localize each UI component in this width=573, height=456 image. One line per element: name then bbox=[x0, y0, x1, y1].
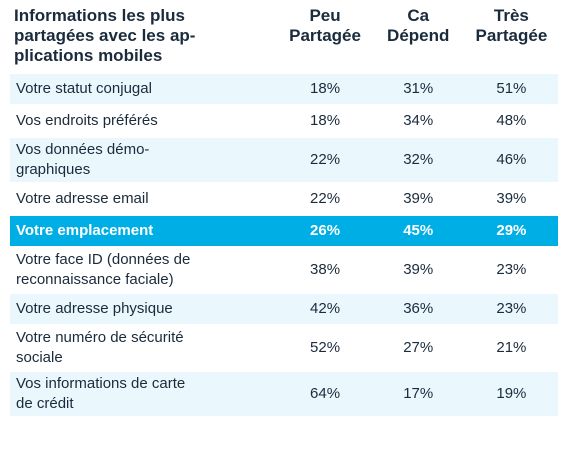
header-depend-line2: Dépend bbox=[387, 26, 450, 45]
table-body: Votre statut conjugal 18% 31% 51% Vos endroi… bbox=[10, 74, 558, 418]
cell-depend: 31% bbox=[371, 74, 465, 106]
header-tres-line2: Partagée bbox=[475, 26, 548, 45]
header-info-line2: partagées avec les ap- bbox=[14, 26, 196, 45]
table-row: Votre numéro de sécurité sociale 52% 27% 21% bbox=[10, 326, 558, 372]
row-label: Vos informations de carte de crédit bbox=[10, 372, 279, 418]
cell-depend: 34% bbox=[371, 106, 465, 138]
table-row: Vos données démo-graphiques 22% 32% 46% bbox=[10, 138, 558, 184]
row-label: Votre statut conjugal bbox=[10, 74, 279, 106]
header-info-line1: Informations les plus bbox=[14, 6, 185, 25]
cell-peu: 42% bbox=[278, 294, 372, 326]
row-label-line1: Vos informations de carte bbox=[16, 375, 186, 392]
table-row: Vos informations de carte de crédit 64% 17%… bbox=[10, 372, 558, 418]
header-peu: Peu Partagée bbox=[278, 6, 371, 74]
table-row: Votre adresse email 22% 39% 39% bbox=[10, 184, 558, 216]
row-label-line2: graphiques bbox=[16, 161, 91, 178]
cell-depend: 32% bbox=[371, 138, 465, 184]
header-info-line3: plications mobiles bbox=[14, 46, 163, 65]
row-label: Vos données démo-graphiques bbox=[10, 138, 279, 184]
cell-peu: 64% bbox=[278, 372, 372, 418]
cell-peu: 22% bbox=[278, 184, 372, 216]
cell-tres: 48% bbox=[464, 106, 558, 138]
table-row: Votre statut conjugal 18% 31% 51% bbox=[10, 74, 558, 106]
row-label-line1: Votre adresse physique bbox=[16, 300, 173, 317]
row-label-line1: Votre numéro de sécurité bbox=[16, 329, 184, 346]
row-label: Votre numéro de sécurité sociale bbox=[10, 326, 279, 372]
table-header-row: Informations les plus partagées avec les… bbox=[10, 6, 558, 74]
table-row: Votre face ID (données de reconnaissance … bbox=[10, 248, 558, 294]
row-label: Votre emplacement bbox=[10, 216, 279, 248]
table-row: Votre adresse physique 42% 36% 23% bbox=[10, 294, 558, 326]
cell-peu: 18% bbox=[278, 106, 372, 138]
table-row: Votre emplacement 26% 45% 29% bbox=[10, 216, 558, 248]
row-label-line2: de crédit bbox=[16, 395, 74, 412]
cell-peu: 22% bbox=[278, 138, 372, 184]
header-peu-line2: Partagée bbox=[289, 26, 361, 45]
row-label: Votre face ID (données de reconnaissance … bbox=[10, 248, 279, 294]
cell-tres: 46% bbox=[464, 138, 558, 184]
cell-tres: 23% bbox=[464, 248, 558, 294]
row-label: Vos endroits préférés bbox=[10, 106, 279, 138]
header-depend: Ca Dépend bbox=[372, 6, 465, 74]
row-label: Votre adresse physique bbox=[10, 294, 279, 326]
header-peu-line1: Peu bbox=[309, 6, 341, 25]
row-label: Votre adresse email bbox=[10, 184, 279, 216]
cell-tres: 19% bbox=[464, 372, 558, 418]
cell-depend: 39% bbox=[371, 248, 465, 294]
data-table: Informations les plus partagées avec les… bbox=[10, 6, 558, 418]
row-label-line1: Votre adresse email bbox=[16, 190, 149, 207]
cell-tres: 39% bbox=[464, 184, 558, 216]
row-label-line1: Votre statut conjugal bbox=[16, 80, 152, 97]
row-label-line2: sociale bbox=[16, 349, 63, 366]
cell-depend: 17% bbox=[371, 372, 465, 418]
cell-peu: 26% bbox=[278, 216, 372, 248]
cell-peu: 18% bbox=[278, 74, 372, 106]
cell-peu: 52% bbox=[278, 326, 372, 372]
row-label-line1: Votre face ID (données de bbox=[16, 251, 191, 268]
header-info: Informations les plus partagées avec les… bbox=[10, 6, 278, 74]
header-tres-line1: Très bbox=[493, 6, 529, 25]
cell-tres: 51% bbox=[464, 74, 558, 106]
table-row: Vos endroits préférés 18% 34% 48% bbox=[10, 106, 558, 138]
cell-depend: 36% bbox=[371, 294, 465, 326]
cell-depend: 45% bbox=[371, 216, 465, 248]
cell-depend: 39% bbox=[371, 184, 465, 216]
cell-depend: 27% bbox=[371, 326, 465, 372]
cell-tres: 23% bbox=[464, 294, 558, 326]
row-label-line1: Vos données démo- bbox=[16, 141, 150, 158]
row-label-line2: reconnaissance faciale) bbox=[16, 271, 174, 288]
cell-tres: 29% bbox=[464, 216, 558, 248]
header-depend-line1: Ca bbox=[407, 6, 430, 25]
row-label-line1: Vos endroits préférés bbox=[16, 112, 158, 129]
header-tres: Très Partagée bbox=[465, 6, 558, 74]
row-label-line1: Votre emplacement bbox=[16, 222, 154, 239]
cell-peu: 38% bbox=[278, 248, 372, 294]
cell-tres: 21% bbox=[464, 326, 558, 372]
